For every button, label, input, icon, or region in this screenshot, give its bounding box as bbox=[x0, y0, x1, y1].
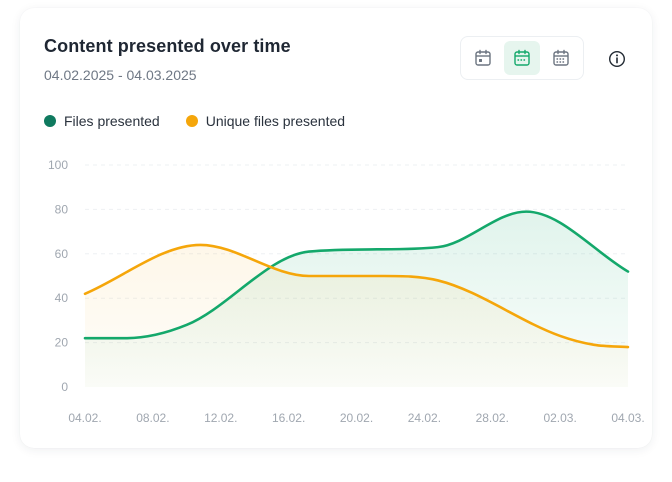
info-icon bbox=[608, 50, 626, 68]
y-tick-label: 100 bbox=[48, 158, 68, 172]
line-unique-files-presented[interactable] bbox=[83, 243, 630, 349]
x-tick-label: 16.02. bbox=[272, 411, 305, 425]
y-tick-label: 0 bbox=[61, 380, 68, 394]
chart-legend: Files presented Unique files presented bbox=[44, 113, 371, 129]
x-tick-label: 12.02. bbox=[204, 411, 237, 425]
y-axis-ticks: 0 20 40 60 80 100 bbox=[48, 158, 68, 394]
y-tick-label: 40 bbox=[55, 291, 69, 305]
x-axis-ticks: 04.02. 08.02. 12.02. 16.02. 20.02. 24.02. 28.0… bbox=[68, 411, 644, 425]
x-tick-label: 24.02. bbox=[408, 411, 441, 425]
legend-dot-unique-files-presented bbox=[185, 115, 198, 127]
info-button[interactable] bbox=[606, 48, 628, 70]
x-tick-label: 02.03. bbox=[543, 411, 576, 425]
y-tick-label: 80 bbox=[55, 202, 69, 216]
legend-dot-files-presented bbox=[44, 115, 56, 127]
x-tick-label: 04.03. bbox=[611, 411, 644, 425]
line-files-presented[interactable] bbox=[83, 210, 630, 340]
line-layer bbox=[83, 210, 630, 349]
period-month-button[interactable] bbox=[543, 41, 579, 75]
period-toggle-group bbox=[460, 36, 584, 80]
x-tick-label: 08.02. bbox=[136, 411, 169, 425]
x-tick-label: 20.02. bbox=[340, 411, 373, 425]
calendar-week-icon bbox=[514, 49, 530, 66]
legend-item-unique-files-presented[interactable]: Unique files presented bbox=[185, 113, 346, 129]
y-tick-label: 20 bbox=[55, 336, 69, 350]
area-layer bbox=[85, 211, 628, 387]
x-tick-label: 28.02. bbox=[476, 411, 509, 425]
period-week-button[interactable] bbox=[503, 41, 540, 75]
date-range: 04.02.2025 - 04.03.2025 bbox=[44, 67, 197, 83]
legend-label-unique-files-presented: Unique files presented bbox=[205, 113, 346, 129]
x-tick-label: 04.02. bbox=[68, 411, 101, 425]
calendar-day-icon bbox=[475, 49, 492, 66]
legend-label-files-presented: Files presented bbox=[64, 113, 160, 129]
legend-item-files-presented[interactable]: Files presented bbox=[44, 113, 160, 129]
card-title: Content presented over time bbox=[44, 36, 291, 56]
period-day-button[interactable] bbox=[465, 41, 501, 75]
y-tick-label: 60 bbox=[55, 247, 69, 261]
area-unique-files-presented bbox=[85, 244, 628, 387]
calendar-month-icon bbox=[552, 49, 569, 66]
